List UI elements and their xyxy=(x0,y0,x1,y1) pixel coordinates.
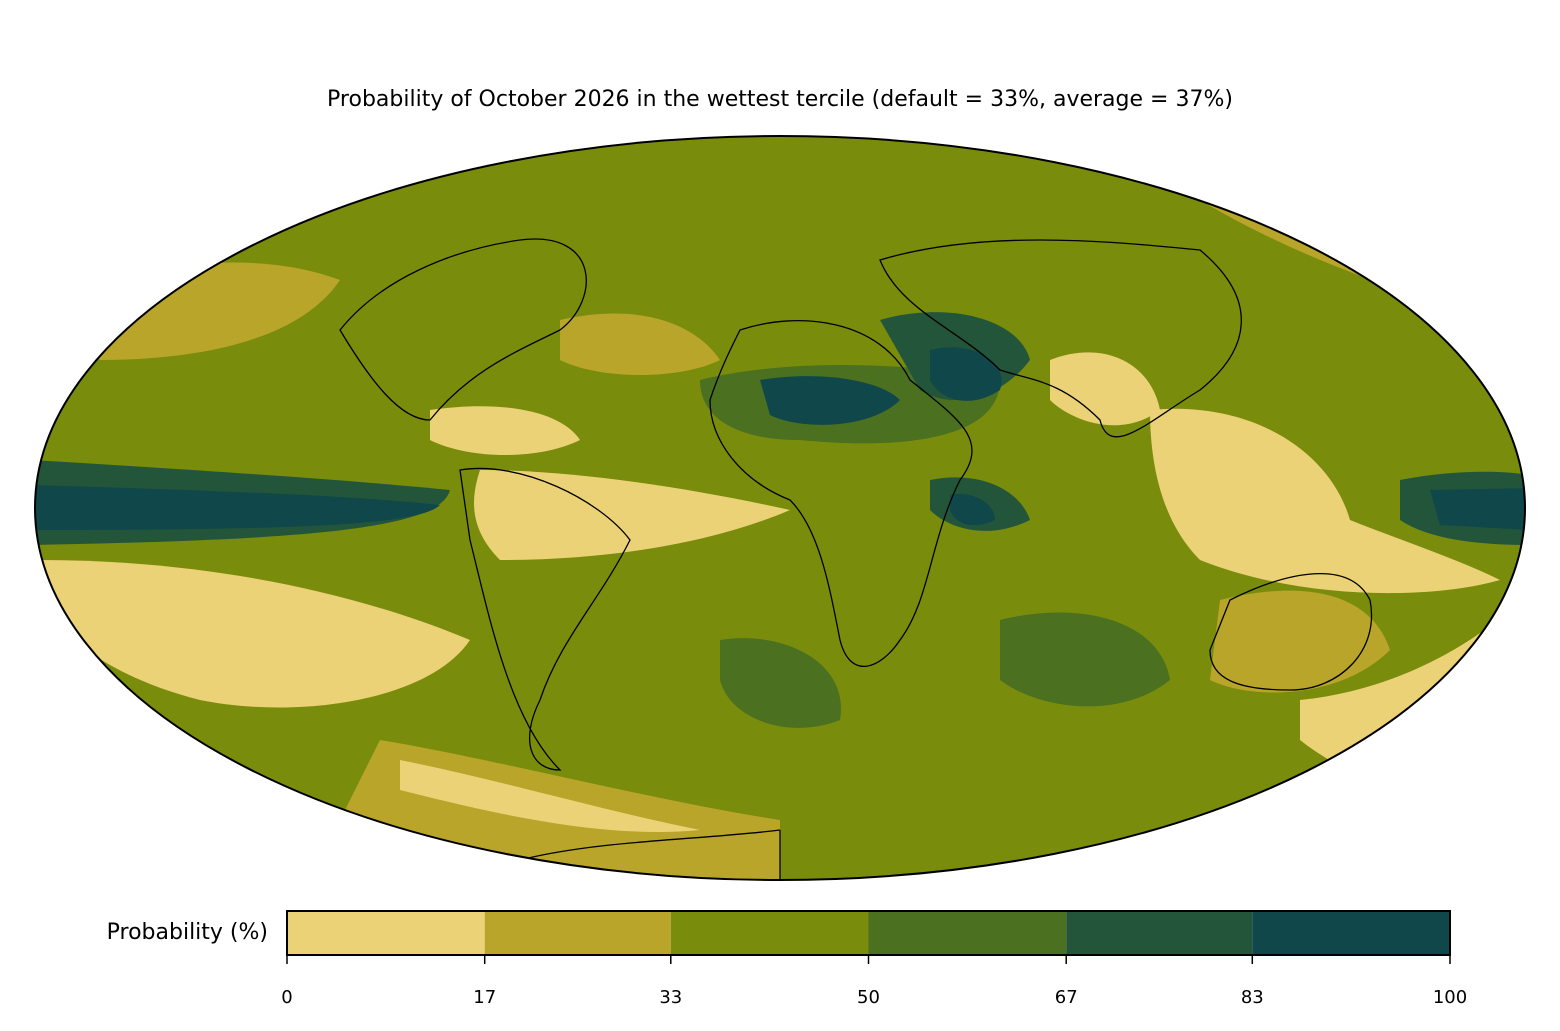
colorbar-tick-label: 33 xyxy=(659,987,682,1008)
probability-field xyxy=(35,136,1525,880)
map-title: Probability of October 2026 in the wette… xyxy=(327,87,1233,112)
colorbar-segment xyxy=(670,911,869,955)
colorbar-tick-label: 50 xyxy=(857,987,880,1008)
coastlines xyxy=(339,238,1373,861)
colorbar-label: Probability (%) xyxy=(107,920,268,945)
colorbar-segment xyxy=(1252,911,1450,955)
colorbar: 0 17 33 50 67 83 100 xyxy=(281,911,1467,1008)
colorbar-tick-label: 83 xyxy=(1241,987,1264,1008)
colorbar-tick-label: 100 xyxy=(1433,987,1467,1008)
colorbar-segment xyxy=(287,911,485,955)
colorbar-tick-label: 0 xyxy=(281,987,292,1008)
colorbar-segment xyxy=(484,911,671,955)
colorbar-tick-label: 17 xyxy=(473,987,496,1008)
colorbar-segment xyxy=(868,911,1067,955)
globe-outline xyxy=(34,135,1526,881)
colorbar-frame xyxy=(286,910,1451,956)
colorbar-tick-label: 67 xyxy=(1055,987,1078,1008)
colorbar-segment xyxy=(1066,911,1253,955)
